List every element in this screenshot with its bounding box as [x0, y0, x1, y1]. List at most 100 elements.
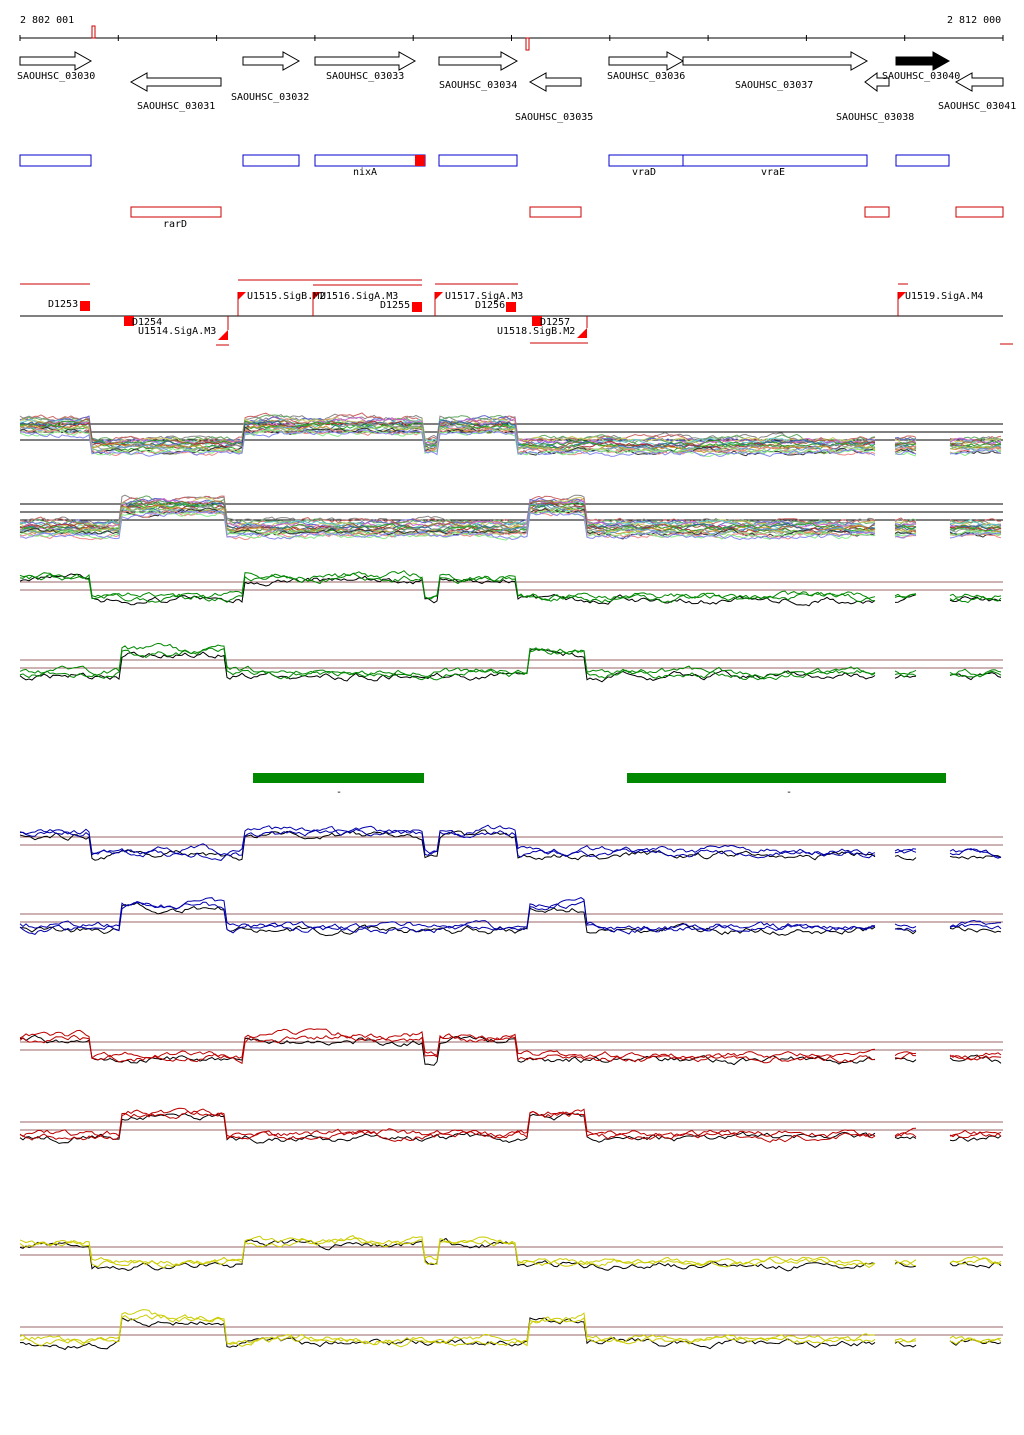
signal-trace — [19, 1235, 876, 1267]
minus-box — [864, 206, 890, 218]
gene-arrow — [954, 72, 1004, 92]
feature-label: D1257 — [540, 317, 570, 328]
scale-end: 2 812 000 — [947, 15, 1001, 26]
gene-name: nixA — [353, 167, 377, 178]
region-bar — [253, 773, 424, 783]
signal-trace — [949, 1129, 1002, 1138]
gene-arrow — [682, 51, 869, 71]
feature-label: D1255 — [380, 300, 410, 311]
gene-label: SAOUHSC_03034 — [439, 80, 517, 91]
signal-trace — [20, 1314, 876, 1348]
gene-label: SAOUHSC_03036 — [607, 71, 685, 82]
gene-label: SAOUHSC_03030 — [17, 71, 95, 82]
gene-label: SAOUHSC_03032 — [231, 92, 309, 103]
gene-label: SAOUHSC_03040 — [882, 71, 960, 82]
signal-trace — [19, 1112, 876, 1144]
signal-trace — [949, 529, 1002, 537]
signal-trace — [894, 1136, 917, 1140]
feature-label: U1516.SigA.M3 — [320, 291, 398, 302]
signal-trace — [19, 1237, 876, 1272]
signal-trace — [19, 495, 876, 527]
signal-trace — [949, 448, 1002, 455]
signal-trace — [19, 642, 876, 679]
feature-flag — [218, 330, 228, 340]
plus-box — [608, 154, 684, 167]
plus-box — [314, 154, 426, 167]
signal-trace — [949, 1131, 1002, 1139]
gene-arrow — [895, 51, 951, 71]
signal-trace — [949, 1135, 1002, 1142]
signal-trace — [894, 1260, 917, 1267]
signal-trace — [949, 848, 1002, 859]
feature-flag — [577, 328, 587, 338]
gene-arrow — [864, 72, 890, 92]
signal-trace — [19, 502, 876, 534]
signal-trace — [949, 1255, 1002, 1264]
feature-label: U1515.SigB.M2 — [247, 291, 325, 302]
feature-flag — [238, 292, 246, 300]
gene-label: SAOUHSC_03038 — [836, 112, 914, 123]
signal-trace — [894, 1127, 917, 1137]
signal-trace — [19, 421, 876, 453]
signal-trace — [949, 1055, 1002, 1061]
signal-trace — [19, 506, 876, 537]
signal-trace — [19, 510, 876, 541]
gene-label: SAOUHSC_03035 — [515, 112, 593, 123]
signal-trace — [19, 570, 875, 602]
gene-name: vraE — [761, 167, 785, 178]
feature-box — [532, 316, 542, 326]
signal-trace — [949, 531, 1002, 539]
signal-trace — [19, 426, 876, 457]
signal-trace — [949, 593, 1002, 602]
signal-trace — [19, 573, 876, 607]
signal-trace — [19, 902, 876, 937]
signal-trace — [894, 436, 917, 441]
signal-trace — [894, 517, 917, 523]
feature-box — [412, 302, 422, 312]
signal-trace — [949, 668, 1002, 676]
signal-trace — [19, 509, 876, 541]
signal-trace — [894, 442, 917, 446]
scale-marker — [91, 25, 96, 39]
signal-trace — [19, 425, 876, 455]
plus-box — [438, 154, 518, 167]
plus-box — [242, 154, 300, 167]
plus-box — [19, 154, 92, 167]
minus-box — [130, 206, 222, 218]
signal-trace — [949, 1337, 1002, 1345]
signal-trace — [949, 1054, 1002, 1064]
minus-box — [529, 206, 582, 218]
signal-trace — [19, 647, 876, 681]
signal-trace — [19, 900, 876, 935]
signal-trace — [19, 572, 876, 604]
feature-flag — [898, 292, 906, 300]
signal-trace — [894, 1337, 917, 1343]
signal-trace — [19, 1317, 876, 1351]
signal-trace — [949, 449, 1002, 455]
gene-arrow — [19, 51, 93, 71]
signal-trace — [949, 919, 1002, 929]
signal-trace — [894, 927, 917, 932]
signal-trace — [894, 448, 917, 454]
feature-label: U1514.SigA.M3 — [138, 326, 216, 337]
signal-trace — [19, 829, 876, 861]
feature-flag — [435, 292, 443, 300]
signal-trace — [19, 508, 876, 541]
signal-trace — [894, 1051, 917, 1057]
signal-trace — [894, 1132, 917, 1138]
plus-box — [895, 154, 950, 167]
signal-trace — [894, 854, 917, 861]
gene-label: SAOUHSC_03041 — [938, 101, 1016, 112]
signal-trace — [894, 450, 917, 455]
gene-arrow — [438, 51, 519, 71]
signal-trace — [19, 425, 876, 455]
signal-trace — [894, 593, 917, 599]
signal-trace — [894, 520, 917, 526]
signal-trace — [949, 518, 1002, 523]
feature-box — [124, 316, 134, 326]
signal-trace — [894, 848, 917, 854]
signal-trace — [894, 435, 917, 440]
gene-arrow — [528, 72, 582, 92]
signal-trace — [949, 530, 1002, 536]
signal-trace — [894, 669, 917, 678]
